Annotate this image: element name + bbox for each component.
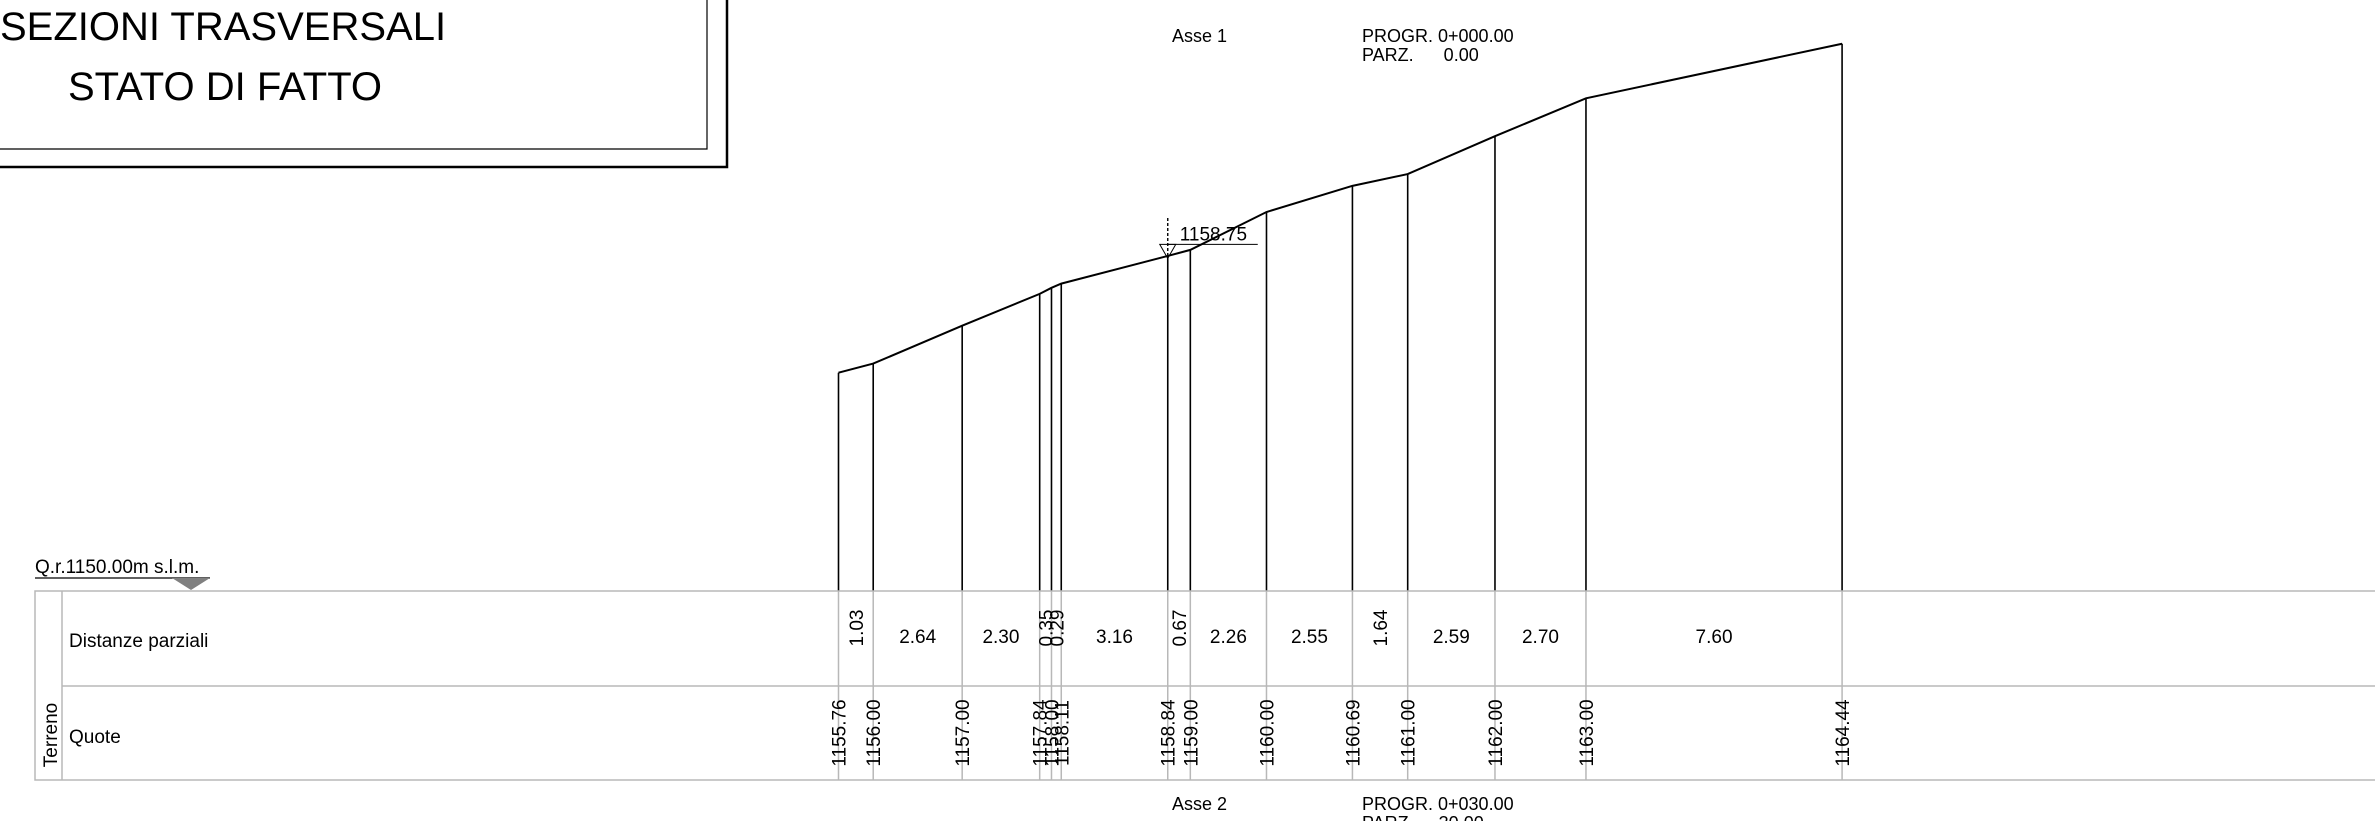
elevation-values: 1155.76 1156.00 1157.00 1157.841158.001158.… [830,699,1855,767]
elevation-value: 1156.00 [864,699,885,766]
title-line-2: STATO DI FATTO [68,65,382,109]
partial-distance-value: 3.16 [1096,627,1133,648]
reference-level: Q.r.1150.00m s.l.m. [35,557,210,590]
elevation-value: 1163.00 [1577,699,1598,766]
elevation-value: 1157.00 [953,699,974,766]
partial-distance-value: 0.29 [1047,610,1068,647]
next-section-header: Asse 2 PROGR. 0+030.00 PARZ. 30.00 [1172,794,1514,821]
title-block: SEZIONI TRASVERSALI STATO DI FATTO [0,0,729,169]
axis-marker: 1158.75 [1158,218,1258,591]
axis-elevation-label: 1158.75 [1180,224,1247,245]
elevation-value: 1158.84 [1159,699,1180,767]
section-header: Asse 1 PROGR. 0+000.00 PARZ. 0.00 [1172,26,1514,65]
partial-distance-value: 0.67 [1170,610,1191,647]
partial-distance-value: 2.30 [982,627,1019,648]
row-label-partial-distances: Distanze parziali [69,631,208,652]
partial-distance-value: 2.59 [1433,627,1470,648]
elevation-value: 1160.69 [1343,699,1364,766]
partial-distance-value: 0.35 [1037,610,1058,647]
data-table-frame [34,590,2375,781]
partial-distance-value: 1.64 [1371,609,1392,646]
section-axis-label: Asse 1 [1172,26,1227,46]
title-line-1: SEZIONI TRASVERSALI [0,5,446,49]
terrain-line [838,42,1843,374]
table-group-label: Terreno [41,703,62,767]
elevation-value: 1158.00 [1042,699,1063,766]
terrain-profile [837,42,1843,591]
elevation-value: 1160.00 [1257,699,1278,766]
partial-distance-value: 7.60 [1696,627,1733,648]
elevation-value: 1161.00 [1399,699,1420,766]
partial-distance-value: 2.70 [1522,627,1559,648]
data-table: Terreno Distanze parziali Quote 1.03 2.64… [34,590,2375,781]
row-label-elevations: Quote [69,727,121,748]
next-section-progressive: PROGR. 0+030.00 [1362,794,1514,814]
partial-distance-value: 1.03 [847,610,868,647]
elevation-value: 1157.84 [1031,699,1052,767]
partial-distance-value: 2.26 [1210,627,1247,648]
reference-level-label: Q.r.1150.00m s.l.m. [35,557,199,578]
section-partial: PARZ. 0.00 [1362,45,1479,65]
section-progressive: PROGR. 0+000.00 [1362,26,1514,46]
elevation-value: 1164.44 [1833,699,1854,767]
partial-distance-value: 2.55 [1291,627,1328,648]
elevation-value: 1159.00 [1181,699,1202,766]
partial-distance-values: 1.03 2.64 2.30 0.350.29 3.16 0.67 2.26 2.55 1.64… [847,609,1733,648]
title-block-outer-frame [0,0,729,169]
elevation-value: 1158.11 [1052,700,1073,766]
next-section-axis-label: Asse 2 [1172,794,1227,814]
elevation-value: 1155.76 [830,699,851,766]
partial-distance-value: 2.64 [899,627,936,648]
title-block-inner-frame [0,0,708,150]
next-section-partial: PARZ. 30.00 [1362,813,1484,821]
table-ticks [837,591,1843,780]
reference-level-triangle-icon [172,578,210,590]
elevation-value: 1162.00 [1486,699,1507,766]
